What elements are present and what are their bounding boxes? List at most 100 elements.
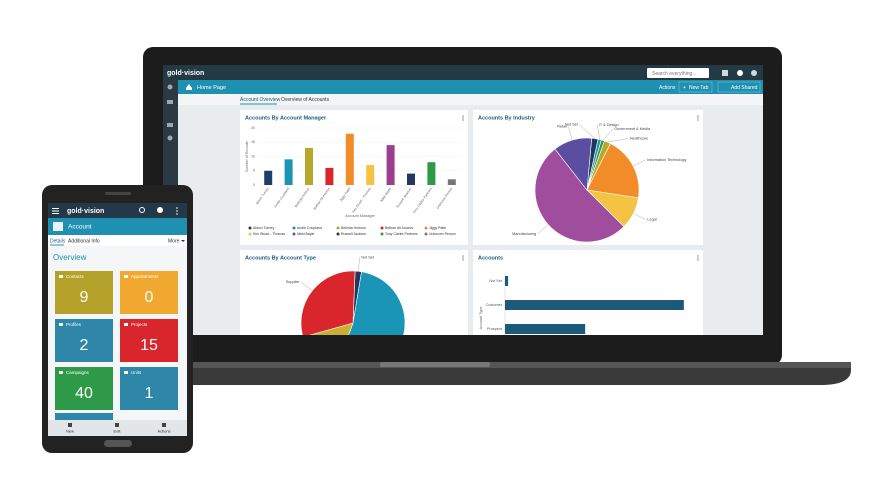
panel-menu-dot[interactable] [697, 119, 699, 121]
y-tick-label: Customer [486, 303, 503, 307]
legend-label: Jiggy Patel [429, 226, 446, 230]
toolbar-label[interactable]: Actions [157, 429, 170, 434]
panel-menu-dot[interactable] [697, 257, 699, 259]
legend-swatch [248, 232, 252, 236]
bell-icon[interactable] [157, 207, 163, 213]
phone-tab[interactable]: Additional Info [68, 238, 100, 244]
panel-menu-dot[interactable] [462, 259, 464, 261]
legend-label: Unknown Person [429, 232, 456, 236]
panel-menu-dot[interactable] [697, 259, 699, 261]
account-icon [53, 222, 63, 231]
toolbar-icon[interactable] [68, 423, 72, 427]
panel-menu-dot[interactable] [462, 117, 464, 119]
sidebar-icon[interactable] [167, 100, 173, 104]
dropdown-caret [181, 240, 185, 242]
sidebar-icon[interactable] [167, 123, 173, 127]
slice-label: IT & Design [599, 123, 619, 127]
legend-swatch [292, 232, 296, 236]
search-placeholder: Search everything... [652, 71, 696, 77]
phone-tab[interactable]: Details [50, 238, 66, 244]
tile[interactable] [55, 319, 113, 362]
tile[interactable] [120, 319, 178, 362]
menu-icon[interactable] [52, 210, 59, 212]
panel-menu-dot[interactable] [462, 115, 464, 117]
panel-menu-dot[interactable] [697, 117, 699, 119]
legend-swatch [380, 232, 384, 236]
tile-icon [59, 323, 63, 326]
phone-section: Account [68, 224, 92, 231]
pie-slice [554, 137, 592, 191]
settings-icon[interactable] [751, 70, 757, 76]
sidebar-icon[interactable] [167, 135, 173, 141]
panel [473, 250, 703, 335]
toolbar-icon[interactable] [115, 423, 119, 427]
panel-title: Accounts By Industry [478, 115, 536, 121]
label-leader [568, 126, 573, 141]
actions-button[interactable]: Actions [659, 85, 676, 91]
screen-content: gold·vision Search everything... Home Pa… [163, 65, 763, 335]
more-icon[interactable] [176, 213, 178, 215]
menu-icon[interactable] [52, 213, 59, 214]
legend-swatch [380, 226, 384, 230]
tile-value: 15 [140, 337, 158, 354]
panel-menu-dot[interactable] [697, 115, 699, 117]
bar [427, 162, 436, 185]
menu-icon[interactable] [52, 208, 59, 209]
sidebar-icon[interactable] [167, 84, 173, 90]
tile[interactable] [120, 271, 178, 314]
breadcrumb[interactable]: Home Page [197, 85, 226, 91]
toolbar-label[interactable]: Edit [114, 429, 122, 434]
new-tab-button[interactable] [678, 81, 713, 93]
bar [505, 300, 684, 310]
tab-row [178, 94, 763, 105]
legend-swatch [292, 226, 296, 230]
phone-tab[interactable]: More [168, 238, 180, 244]
more-icon[interactable] [176, 207, 178, 209]
tile[interactable] [120, 367, 178, 410]
panel-menu-dot[interactable] [697, 255, 699, 257]
top-bar [163, 65, 763, 80]
more-icon[interactable] [176, 210, 178, 212]
toolbar-icon[interactable] [162, 423, 166, 427]
bar [345, 133, 354, 185]
tile-icon [124, 275, 128, 278]
tile-value: 2 [80, 337, 89, 354]
search-icon[interactable] [139, 207, 145, 213]
phone-home-button[interactable] [104, 440, 132, 447]
legend-swatch [248, 226, 252, 230]
bar [407, 173, 415, 185]
phone-heading: Overview [53, 253, 87, 262]
bar [305, 147, 313, 185]
legend-label: Russell Jackson [341, 232, 366, 236]
bar [505, 276, 509, 286]
tab[interactable]: Overview of Accounts [281, 97, 330, 103]
grid-icon[interactable] [722, 70, 728, 76]
home-icon[interactable] [186, 84, 192, 90]
y-tick-label: 5 [253, 169, 255, 173]
label-leader [537, 224, 549, 235]
pie-slice [309, 322, 354, 335]
slice-label: Not Set [361, 255, 375, 259]
tile-partial [55, 413, 113, 420]
panel-menu-dot[interactable] [462, 257, 464, 259]
tile[interactable] [55, 271, 113, 314]
toolbar-label[interactable]: New [66, 429, 74, 434]
label-leader [633, 159, 646, 167]
tile-label: Projects [131, 322, 148, 327]
panel-menu-dot[interactable] [462, 255, 464, 257]
slice-label: Government & Media [614, 127, 651, 131]
tile-label: Contacts [66, 274, 85, 279]
y-tick-label: Prospect [487, 327, 503, 331]
pie-slice [348, 271, 406, 335]
slice-label: Retail [557, 125, 567, 129]
y-axis-label: Number of Records [245, 141, 249, 172]
search-box[interactable] [647, 68, 709, 78]
tab[interactable]: Account Overview [240, 97, 281, 103]
plus-icon: + [683, 85, 686, 91]
tile[interactable] [55, 367, 113, 410]
panel-menu-dot[interactable] [462, 119, 464, 121]
y-tick-label: 15 [251, 140, 255, 144]
label-leader [607, 138, 629, 143]
bell-icon[interactable] [737, 70, 743, 76]
add-shared-button[interactable] [717, 81, 761, 93]
